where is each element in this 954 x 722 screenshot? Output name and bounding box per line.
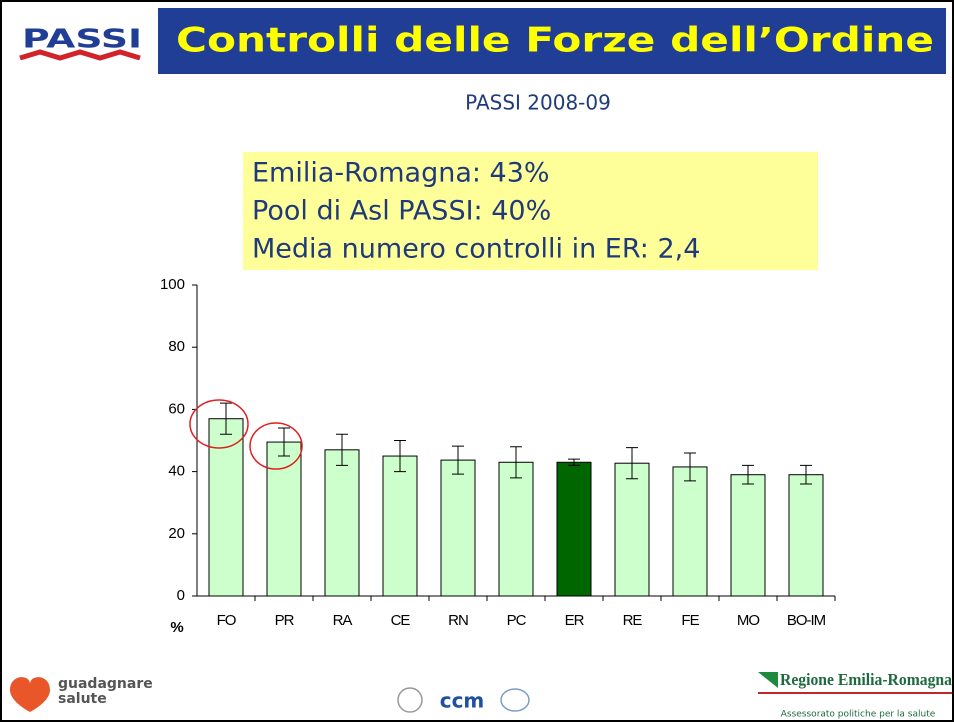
bar: [557, 462, 591, 596]
footer-caption: Assessorato politiche per la salute: [781, 710, 936, 720]
bar: [673, 467, 707, 596]
x-tick-label: RA: [333, 612, 353, 629]
x-tick-label: PC: [507, 612, 527, 629]
x-tick-label: ER: [565, 612, 585, 629]
y-tick-label: 20: [168, 525, 185, 542]
x-tick-label: RN: [448, 612, 468, 629]
x-axis-label: %: [170, 619, 183, 636]
subtitle: PASSI 2008-09: [465, 91, 611, 115]
y-tick-label: 80: [168, 338, 185, 355]
y-tick-label: 40: [168, 463, 185, 480]
x-tick-label: FO: [217, 612, 236, 629]
box-line: Emilia-Romagna: 43%: [252, 158, 550, 189]
x-tick-label: CE: [391, 612, 411, 629]
footer-logo: guadagnare: [58, 676, 153, 692]
bar: [383, 456, 417, 596]
bar: [267, 442, 301, 596]
x-tick-label: MO: [737, 612, 759, 629]
x-tick-label: PR: [275, 612, 295, 629]
bar: [731, 475, 765, 596]
x-tick-label: FE: [681, 612, 699, 629]
footer-logo: Regione Emilia-Romagna: [780, 670, 952, 689]
title: Controlli delle Forze dell’Ordine: [176, 21, 934, 61]
y-tick-label: 60: [168, 400, 185, 417]
x-tick-label: RE: [623, 612, 643, 629]
bar: [325, 450, 359, 596]
box-line: Pool di Asl PASSI: 40%: [252, 196, 551, 227]
y-tick-label: 0: [177, 587, 185, 604]
footer-logo: ccm: [440, 689, 485, 713]
bar: [789, 475, 823, 596]
x-tick-label: BO-IM: [787, 612, 826, 629]
bar: [615, 463, 649, 596]
bar: [209, 419, 243, 596]
box-line: Media numero controlli in ER: 2,4: [252, 234, 700, 265]
footer-logo: salute: [58, 691, 107, 707]
y-tick-label: 100: [160, 276, 185, 293]
bar: [441, 460, 475, 596]
slide: PASSI Controlli delle Forze dell’Ordine …: [0, 0, 954, 722]
bar: [499, 462, 533, 596]
